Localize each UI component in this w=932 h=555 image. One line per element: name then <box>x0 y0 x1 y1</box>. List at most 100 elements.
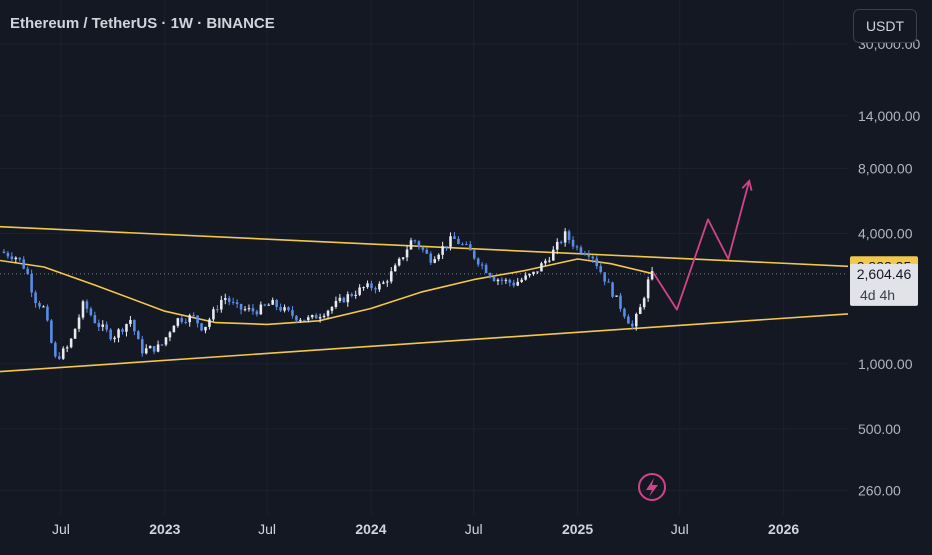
candle-body <box>101 324 105 327</box>
candle-body <box>421 247 425 250</box>
candle-body <box>121 329 124 332</box>
candle-body <box>303 319 306 321</box>
candle-body <box>587 254 591 257</box>
candle-body <box>362 287 365 289</box>
candle-body <box>619 295 622 309</box>
candle-body <box>631 323 634 327</box>
candle-body <box>607 281 610 283</box>
candle-body <box>140 339 144 354</box>
candle-body <box>638 307 642 315</box>
candle-body <box>188 315 191 323</box>
candle-body <box>227 298 231 302</box>
candle-body <box>10 256 14 260</box>
candle-body <box>469 244 472 251</box>
candle-body <box>346 294 350 303</box>
support-line[interactable] <box>0 313 849 373</box>
axes: 30,000.0014,000.008,000.004,000.001,000.… <box>52 36 920 537</box>
candle-body <box>89 308 93 316</box>
candle-body <box>350 294 354 296</box>
current-price-label-bg <box>850 263 918 306</box>
x-tick-label: 2026 <box>768 521 799 537</box>
candle-body <box>105 324 108 330</box>
candle-body <box>571 239 575 247</box>
candle-body <box>611 282 614 297</box>
candle-body <box>216 309 219 311</box>
candle-body <box>18 257 22 260</box>
candle-body <box>326 310 330 316</box>
candle-body <box>144 348 148 354</box>
candle-body <box>235 302 239 304</box>
trend-lines <box>0 225 849 373</box>
y-tick-label: 1,000.00 <box>858 356 913 372</box>
candle-body <box>599 266 602 273</box>
candle-body <box>389 271 393 282</box>
candle-body <box>552 249 555 261</box>
candle-body <box>567 231 571 240</box>
candle-body <box>152 346 156 352</box>
x-tick-label: 2024 <box>355 521 386 537</box>
candle-body <box>627 316 630 324</box>
candle-body <box>429 253 433 263</box>
candle-body <box>196 315 199 324</box>
candle-body <box>168 332 172 338</box>
candle-body <box>26 268 29 274</box>
candle-body <box>318 317 322 319</box>
candle-body <box>370 283 373 289</box>
moving-average-line[interactable] <box>0 258 654 326</box>
candle-body <box>34 292 37 304</box>
candle-body <box>484 264 488 274</box>
candle-body <box>425 249 429 254</box>
candle-body <box>42 306 45 308</box>
candle-body <box>492 276 496 282</box>
candle-body <box>445 246 448 248</box>
candle-body <box>512 282 516 286</box>
projection-path[interactable] <box>652 180 751 311</box>
x-tick-label: 2023 <box>149 521 180 537</box>
candle-body <box>417 241 421 248</box>
candle-body <box>441 246 444 255</box>
candle-body <box>137 331 140 340</box>
candle-body <box>540 263 543 272</box>
candle-body <box>299 319 302 321</box>
currency-button[interactable]: USDT <box>853 9 917 43</box>
candle-body <box>243 309 247 311</box>
candle-body <box>204 326 207 331</box>
chart-title: Ethereum / TetherUS · 1W · BINANCE <box>10 15 275 32</box>
y-tick-label: 500.00 <box>858 421 901 437</box>
candle-body <box>378 283 381 290</box>
candle-body <box>148 346 152 349</box>
candle-body <box>6 252 10 257</box>
candles <box>2 228 654 360</box>
candle-body <box>239 303 243 310</box>
candle-body <box>117 329 120 338</box>
candle-body <box>208 319 211 327</box>
candle-body <box>263 304 267 306</box>
candle-body <box>271 299 274 305</box>
candle-body <box>109 329 112 340</box>
candle-body <box>591 256 595 259</box>
y-tick-label: 14,000.00 <box>858 108 920 124</box>
candle-body <box>85 301 89 309</box>
candle-body <box>306 317 310 320</box>
candle-body <box>544 260 547 264</box>
resistance-line[interactable] <box>0 225 849 268</box>
candle-body <box>22 259 25 269</box>
candle-body <box>310 315 314 318</box>
moving-average <box>0 258 654 326</box>
candle-body <box>579 247 583 254</box>
y-tick-label: 8,000.00 <box>858 160 913 176</box>
candle-body <box>516 281 520 286</box>
candle-body <box>342 297 346 303</box>
candle-body <box>401 257 405 259</box>
candle-body <box>634 314 638 327</box>
candle-body <box>14 257 18 260</box>
candle-body <box>548 260 551 262</box>
candle-body <box>38 303 41 307</box>
candle-body <box>642 298 646 308</box>
candle-body <box>231 301 235 303</box>
candle-body <box>2 251 6 253</box>
candle-body <box>393 265 397 272</box>
